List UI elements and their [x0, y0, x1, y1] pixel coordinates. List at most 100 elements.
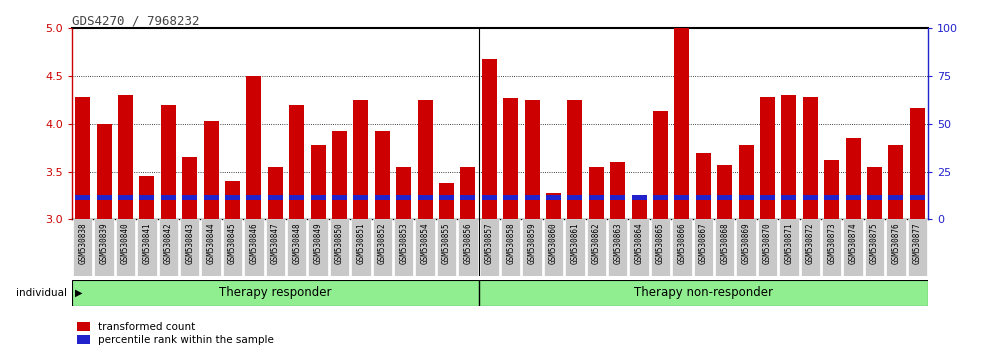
Bar [332, 131, 347, 219]
Bar [225, 195, 240, 200]
Bar [908, 219, 927, 276]
Bar [779, 219, 799, 276]
Bar [567, 100, 582, 219]
Text: GSM530866: GSM530866 [677, 222, 686, 264]
Text: GSM530869: GSM530869 [742, 222, 751, 264]
Text: ▶: ▶ [75, 288, 82, 298]
Bar [159, 219, 178, 276]
Bar [396, 167, 411, 219]
Bar [610, 195, 625, 200]
Text: GSM530852: GSM530852 [378, 222, 387, 264]
Bar [204, 195, 219, 200]
Bar [546, 193, 561, 219]
Text: GSM530849: GSM530849 [314, 222, 323, 264]
Bar [246, 195, 261, 200]
Bar [94, 219, 114, 276]
Bar [651, 219, 670, 276]
Bar [137, 219, 157, 276]
Text: Therapy responder: Therapy responder [219, 286, 332, 299]
Bar [888, 195, 903, 200]
Bar [824, 160, 839, 219]
Text: GSM530844: GSM530844 [207, 222, 216, 264]
Bar [865, 219, 884, 276]
Bar [781, 195, 796, 200]
Text: GSM530843: GSM530843 [185, 222, 194, 264]
Bar [867, 167, 882, 219]
Bar [396, 195, 411, 200]
Bar [888, 145, 903, 219]
Bar [544, 219, 563, 276]
Bar [415, 219, 435, 276]
Bar [717, 195, 732, 200]
Text: GSM530863: GSM530863 [613, 222, 622, 264]
Bar [289, 105, 304, 219]
Bar [482, 59, 497, 219]
Bar [225, 181, 240, 219]
Text: GSM530871: GSM530871 [784, 222, 793, 264]
Bar [696, 195, 711, 200]
Text: GSM530856: GSM530856 [463, 222, 472, 264]
Text: GSM530861: GSM530861 [570, 222, 579, 264]
Bar [739, 145, 754, 219]
Text: GSM530867: GSM530867 [699, 222, 708, 264]
Bar [287, 219, 306, 276]
Bar [503, 98, 518, 219]
Bar [610, 162, 625, 219]
Bar [674, 195, 689, 200]
Text: GSM530847: GSM530847 [271, 222, 280, 264]
Bar [97, 124, 112, 219]
Bar [460, 167, 475, 219]
Bar [758, 219, 777, 276]
Bar [589, 195, 604, 200]
Text: GSM530846: GSM530846 [249, 222, 258, 264]
Text: GSM530870: GSM530870 [763, 222, 772, 264]
Bar [73, 219, 92, 276]
Bar [418, 100, 433, 219]
Bar [567, 195, 582, 200]
Bar [161, 105, 176, 219]
Bar [161, 195, 176, 200]
Text: GSM530848: GSM530848 [292, 222, 301, 264]
Bar [843, 219, 863, 276]
Bar [694, 219, 713, 276]
Legend: transformed count, percentile rank within the sample: transformed count, percentile rank withi… [77, 322, 274, 345]
Bar [246, 76, 261, 219]
Bar [717, 165, 732, 219]
Text: GSM530859: GSM530859 [528, 222, 537, 264]
Bar [760, 97, 775, 219]
Bar [846, 195, 861, 200]
Bar [608, 219, 627, 276]
Bar [311, 195, 326, 200]
Bar [375, 131, 390, 219]
Bar [715, 219, 734, 276]
Bar [373, 219, 392, 276]
Text: GSM530840: GSM530840 [121, 222, 130, 264]
Text: GSM530851: GSM530851 [356, 222, 365, 264]
Bar [629, 219, 649, 276]
Bar [139, 195, 154, 200]
Bar [180, 219, 199, 276]
Bar [182, 157, 197, 219]
Text: GSM530845: GSM530845 [228, 222, 237, 264]
Text: GSM530857: GSM530857 [485, 222, 494, 264]
Text: GSM530865: GSM530865 [656, 222, 665, 264]
Bar [268, 167, 283, 219]
Bar [330, 219, 349, 276]
Bar [118, 95, 133, 219]
Bar [736, 219, 756, 276]
Bar [672, 219, 692, 276]
Bar [587, 219, 606, 276]
Text: Therapy non-responder: Therapy non-responder [634, 286, 773, 299]
Bar [182, 195, 197, 200]
Text: GSM530876: GSM530876 [891, 222, 900, 264]
Text: GSM530853: GSM530853 [399, 222, 408, 264]
Bar [116, 219, 135, 276]
Bar [139, 176, 154, 219]
Text: GSM530838: GSM530838 [78, 222, 87, 264]
Bar [525, 100, 540, 219]
Text: GSM530850: GSM530850 [335, 222, 344, 264]
Bar [739, 195, 754, 200]
Bar [97, 195, 112, 200]
Text: GSM530841: GSM530841 [142, 222, 151, 264]
Bar [886, 219, 906, 276]
